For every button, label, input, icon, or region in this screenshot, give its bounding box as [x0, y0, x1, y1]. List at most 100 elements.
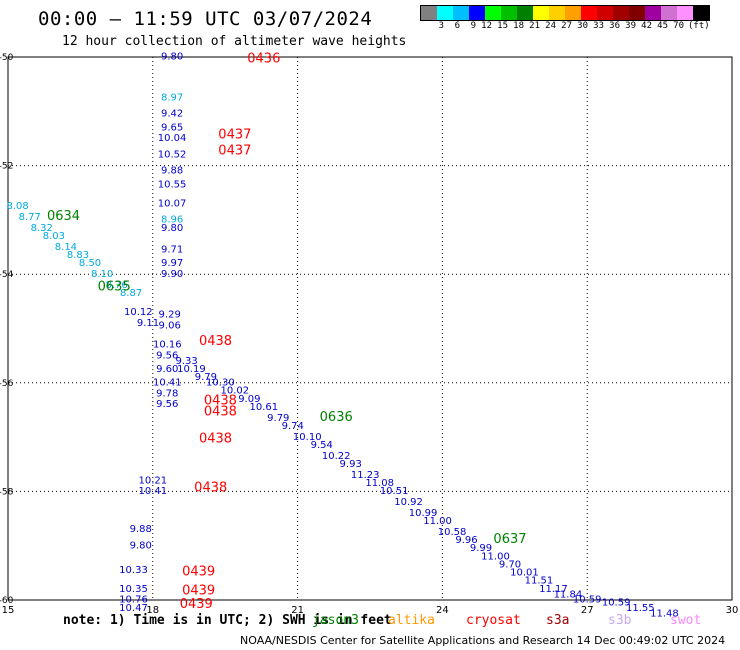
track-time-label: 0438 — [199, 432, 232, 447]
legend-swatch — [645, 6, 661, 20]
wave-height-point: 10.41 — [138, 486, 167, 497]
wave-height-point: 10.41 — [153, 378, 182, 389]
wave-height-point: 9.60 — [156, 364, 178, 375]
wave-height-point: 9.96 — [455, 535, 477, 546]
wave-height-point: 11.23 — [351, 470, 380, 481]
wave-height-point: 10.59 — [602, 597, 631, 608]
wave-height-point: 9.78 — [156, 388, 178, 399]
legend-swatch — [485, 6, 501, 20]
wave-height-point: 10.07 — [158, 198, 187, 209]
mission-s3a: s3a — [546, 613, 570, 628]
wave-height-point: 10.51 — [380, 486, 409, 497]
wave-height-point: 8.50 — [79, 258, 101, 269]
note-text: note: 1) Time is in UTC; 2) SWH is in fe… — [63, 613, 392, 628]
wave-height-point: 9.88 — [130, 524, 152, 535]
legend-label: 9 — [470, 21, 476, 31]
wave-height-point: 9.29 — [159, 310, 181, 321]
track-time-label: 0438 — [204, 394, 237, 409]
wave-height-point: 9.74 — [282, 421, 304, 432]
chart-title: 00:00 – 11:59 UTC 03/07/2024 — [38, 8, 373, 30]
wave-height-point: 9.90 — [161, 269, 183, 280]
legend-swatch — [421, 6, 437, 20]
wave-height-point: 11.84 — [554, 589, 583, 600]
legend-label: 18 — [513, 21, 524, 31]
mission-s3b: s3b — [608, 613, 632, 628]
track-time-label: 0439 — [180, 597, 213, 612]
legend-swatch — [677, 6, 693, 20]
wave-height-point: 11.00 — [481, 551, 510, 562]
wave-height-point: 10.22 — [322, 451, 351, 462]
track-time-label: 0439 — [182, 565, 215, 580]
wave-height-point: 9.88 — [161, 166, 183, 177]
wave-height-point: 10.92 — [394, 497, 423, 508]
track-time-label: 0439 — [182, 584, 215, 599]
legend-label: 45 — [657, 21, 668, 31]
y-tick-label: -54 — [0, 270, 14, 280]
wave-height-point: 10.12 — [124, 307, 153, 318]
wave-height-point: 8.97 — [161, 92, 183, 103]
x-tick-label: 21 — [291, 605, 304, 616]
wave-height-point: 11.48 — [650, 608, 679, 619]
mission-altika: altika — [388, 613, 435, 628]
wave-height-point: 10.16 — [153, 340, 182, 351]
wave-height-point: 9.65 — [161, 122, 183, 133]
legend-swatch — [693, 6, 709, 20]
wave-height-point: 8.83 — [67, 250, 89, 261]
track-time-label: 0437 — [218, 144, 251, 159]
wave-height-point: 8.77 — [19, 212, 41, 223]
track-time-label: 0436 — [247, 51, 280, 66]
wave-height-point: 9.54 — [311, 440, 333, 451]
wave-height-point: 9.79 — [195, 372, 217, 383]
legend-label: 36 — [609, 21, 620, 31]
wave-height-point: 9.80 — [130, 540, 152, 551]
wave-height-point: 9.97 — [161, 258, 183, 269]
legend-unit: (ft) — [688, 21, 710, 31]
track-time-label: 0437 — [218, 127, 251, 142]
wave-height-point: 9.56 — [156, 350, 178, 361]
wave-height-point: 10.59 — [573, 595, 602, 606]
legend-label: 21 — [529, 21, 540, 31]
wave-height-point: 10.58 — [438, 527, 467, 538]
wave-height-point: 11.51 — [525, 576, 554, 587]
legend-swatch — [597, 6, 613, 20]
y-tick-label: -50 — [0, 53, 14, 63]
wave-height-point: 8.32 — [31, 223, 53, 234]
legend-swatch — [437, 6, 453, 20]
chart-subtitle: 12 hour collection of altimeter wave hei… — [62, 34, 407, 49]
wave-height-point: 8.03 — [43, 231, 65, 242]
mission-cryosat: cryosat — [466, 613, 521, 628]
track-time-label: 0438 — [204, 404, 237, 419]
x-tick-label: 27 — [581, 605, 594, 616]
x-tick-label: 15 — [2, 605, 15, 616]
wave-height-point: 10.21 — [138, 475, 167, 486]
wave-height-point: 9.56 — [156, 399, 178, 410]
legend-labels: 3 6 9 12 15 18 21 24 27 30 33 36 39 42 45 70 (ft) — [420, 21, 710, 31]
wave-height-point: 9.79 — [267, 413, 289, 424]
legend-label: 15 — [497, 21, 508, 31]
wave-height-point: 10.61 — [249, 402, 278, 413]
wave-height-point: 8.87 — [120, 288, 142, 299]
legend-swatch — [661, 6, 677, 20]
wave-height-point: 9.42 — [161, 109, 183, 120]
legend-label: 70 — [673, 21, 684, 31]
wave-height-point: 9.33 — [175, 356, 197, 367]
legend-swatches — [420, 5, 710, 21]
wave-height-point: 10.33 — [119, 565, 148, 576]
y-tick-label: -60 — [0, 596, 14, 606]
wave-height-point: 8.14 — [55, 242, 77, 253]
mission-jason3: jason3 — [312, 613, 359, 628]
wave-height-point: 9.71 — [161, 244, 183, 255]
legend-swatch — [469, 6, 485, 20]
legend-swatch — [549, 6, 565, 20]
legend-label: 24 — [545, 21, 556, 31]
wave-height-point: 9.99 — [470, 543, 492, 554]
legend-swatch — [517, 6, 533, 20]
y-tick-label: -58 — [0, 487, 14, 497]
wave-height-point: 10.76 — [119, 595, 148, 606]
legend-label: 3 — [438, 21, 444, 31]
legend-label: 42 — [641, 21, 652, 31]
legend-swatch — [453, 6, 469, 20]
track-time-label: 0438 — [199, 334, 232, 349]
